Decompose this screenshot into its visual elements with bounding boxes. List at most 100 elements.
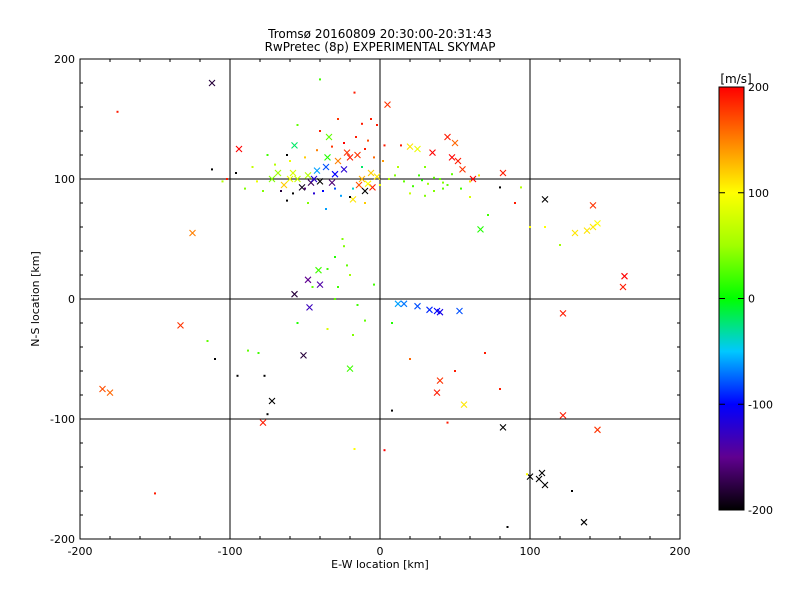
data-point-dot bbox=[364, 202, 366, 204]
data-point-cross bbox=[324, 154, 331, 161]
chart-title: Tromsø 20160809 20:30:00-20:31:43 bbox=[267, 27, 492, 41]
data-point-dot bbox=[400, 144, 402, 147]
data-point-cross bbox=[259, 419, 267, 426]
data-point-cross bbox=[304, 276, 312, 284]
data-point-cross bbox=[499, 424, 507, 431]
data-point-cross bbox=[571, 229, 579, 237]
data-point-dot bbox=[319, 130, 321, 132]
data-point-dot bbox=[421, 179, 423, 182]
data-point-dot bbox=[341, 238, 344, 240]
x-tick-label: -200 bbox=[68, 545, 93, 558]
data-point-dot bbox=[460, 187, 462, 190]
data-point-cross bbox=[315, 266, 322, 274]
data-point-dot bbox=[364, 319, 366, 322]
data-point-dot bbox=[311, 286, 314, 288]
data-point-dot bbox=[382, 160, 384, 162]
data-point-dot bbox=[116, 110, 119, 113]
data-point-dot bbox=[379, 184, 381, 186]
data-points bbox=[99, 78, 628, 528]
data-point-cross bbox=[364, 180, 372, 188]
data-point-cross bbox=[343, 149, 351, 156]
data-point-dot bbox=[427, 182, 429, 185]
data-point-cross bbox=[304, 172, 312, 179]
data-point-cross bbox=[367, 169, 375, 177]
data-point-cross bbox=[541, 196, 549, 203]
data-point-cross bbox=[322, 163, 330, 171]
data-point-cross bbox=[369, 184, 376, 191]
data-point-dot bbox=[499, 186, 501, 189]
data-point-dot bbox=[337, 286, 339, 288]
data-point-dot bbox=[478, 174, 480, 177]
data-point-dot bbox=[409, 358, 411, 360]
data-point-cross bbox=[541, 481, 549, 489]
data-point-dot bbox=[274, 163, 276, 166]
data-point-dot bbox=[397, 166, 399, 168]
data-point-cross bbox=[361, 187, 369, 195]
data-point-dot bbox=[352, 187, 354, 190]
data-point-dot bbox=[325, 208, 327, 210]
data-point-cross bbox=[331, 170, 339, 178]
data-point-dot bbox=[442, 181, 444, 184]
data-point-dot bbox=[383, 144, 386, 147]
data-point-dot bbox=[394, 174, 396, 177]
data-point-dot bbox=[376, 124, 378, 126]
data-point-cross bbox=[306, 304, 313, 311]
data-point-cross bbox=[268, 397, 276, 405]
data-point-dot bbox=[424, 166, 426, 168]
data-point-cross bbox=[354, 151, 361, 159]
data-point-cross bbox=[414, 145, 421, 153]
data-point-cross bbox=[594, 426, 601, 434]
data-point-dot bbox=[412, 185, 414, 188]
data-point-dot bbox=[446, 184, 449, 186]
data-point-cross bbox=[189, 229, 196, 237]
data-point-dot bbox=[442, 187, 444, 190]
data-point-dot bbox=[334, 256, 336, 258]
colorbar-tick-label: -200 bbox=[748, 504, 773, 517]
data-point-dot bbox=[326, 328, 329, 330]
data-point-cross bbox=[436, 377, 444, 384]
data-point-dot bbox=[251, 166, 254, 168]
y-axis-label: N-S location [km] bbox=[29, 251, 42, 347]
data-point-cross bbox=[235, 145, 243, 153]
data-point-cross bbox=[414, 302, 421, 310]
data-point-dot bbox=[487, 214, 489, 216]
data-point-cross bbox=[429, 149, 436, 156]
data-point-dot bbox=[266, 413, 269, 416]
data-point-cross bbox=[177, 322, 184, 329]
data-point-cross bbox=[300, 352, 307, 359]
data-point-cross bbox=[400, 300, 408, 308]
data-point-cross bbox=[436, 308, 444, 316]
data-point-cross bbox=[448, 154, 456, 161]
data-point-dot bbox=[247, 349, 249, 352]
data-point-cross bbox=[358, 175, 366, 183]
data-point-cross bbox=[406, 143, 414, 150]
data-point-dot bbox=[499, 388, 501, 390]
data-point-cross bbox=[346, 365, 354, 372]
data-point-dot bbox=[391, 409, 393, 412]
x-tick-label: 100 bbox=[520, 545, 541, 558]
data-point-dot bbox=[529, 226, 531, 228]
data-point-dot bbox=[349, 196, 351, 198]
data-point-dot bbox=[349, 274, 351, 276]
data-point-dot bbox=[322, 190, 324, 192]
data-point-cross bbox=[384, 101, 391, 108]
data-point-dot bbox=[211, 168, 213, 171]
data-point-cross bbox=[499, 169, 507, 177]
data-point-cross bbox=[451, 139, 459, 147]
data-point-dot bbox=[289, 160, 291, 162]
data-point-dot bbox=[226, 178, 228, 180]
data-point-dot bbox=[433, 190, 435, 192]
data-point-dot bbox=[454, 370, 456, 372]
data-point-cross bbox=[106, 389, 114, 396]
colorbar-tick-label: 0 bbox=[748, 293, 755, 306]
data-point-dot bbox=[235, 172, 237, 174]
data-point-dot bbox=[433, 176, 435, 179]
data-point-cross bbox=[538, 469, 546, 477]
colorbar-tick-label: -100 bbox=[748, 398, 773, 411]
x-tick-label: -100 bbox=[218, 545, 243, 558]
data-point-dot bbox=[296, 124, 299, 126]
data-point-dot bbox=[353, 91, 356, 94]
data-point-dot bbox=[206, 340, 209, 342]
data-point-dot bbox=[361, 122, 363, 125]
data-point-cross bbox=[426, 306, 433, 314]
